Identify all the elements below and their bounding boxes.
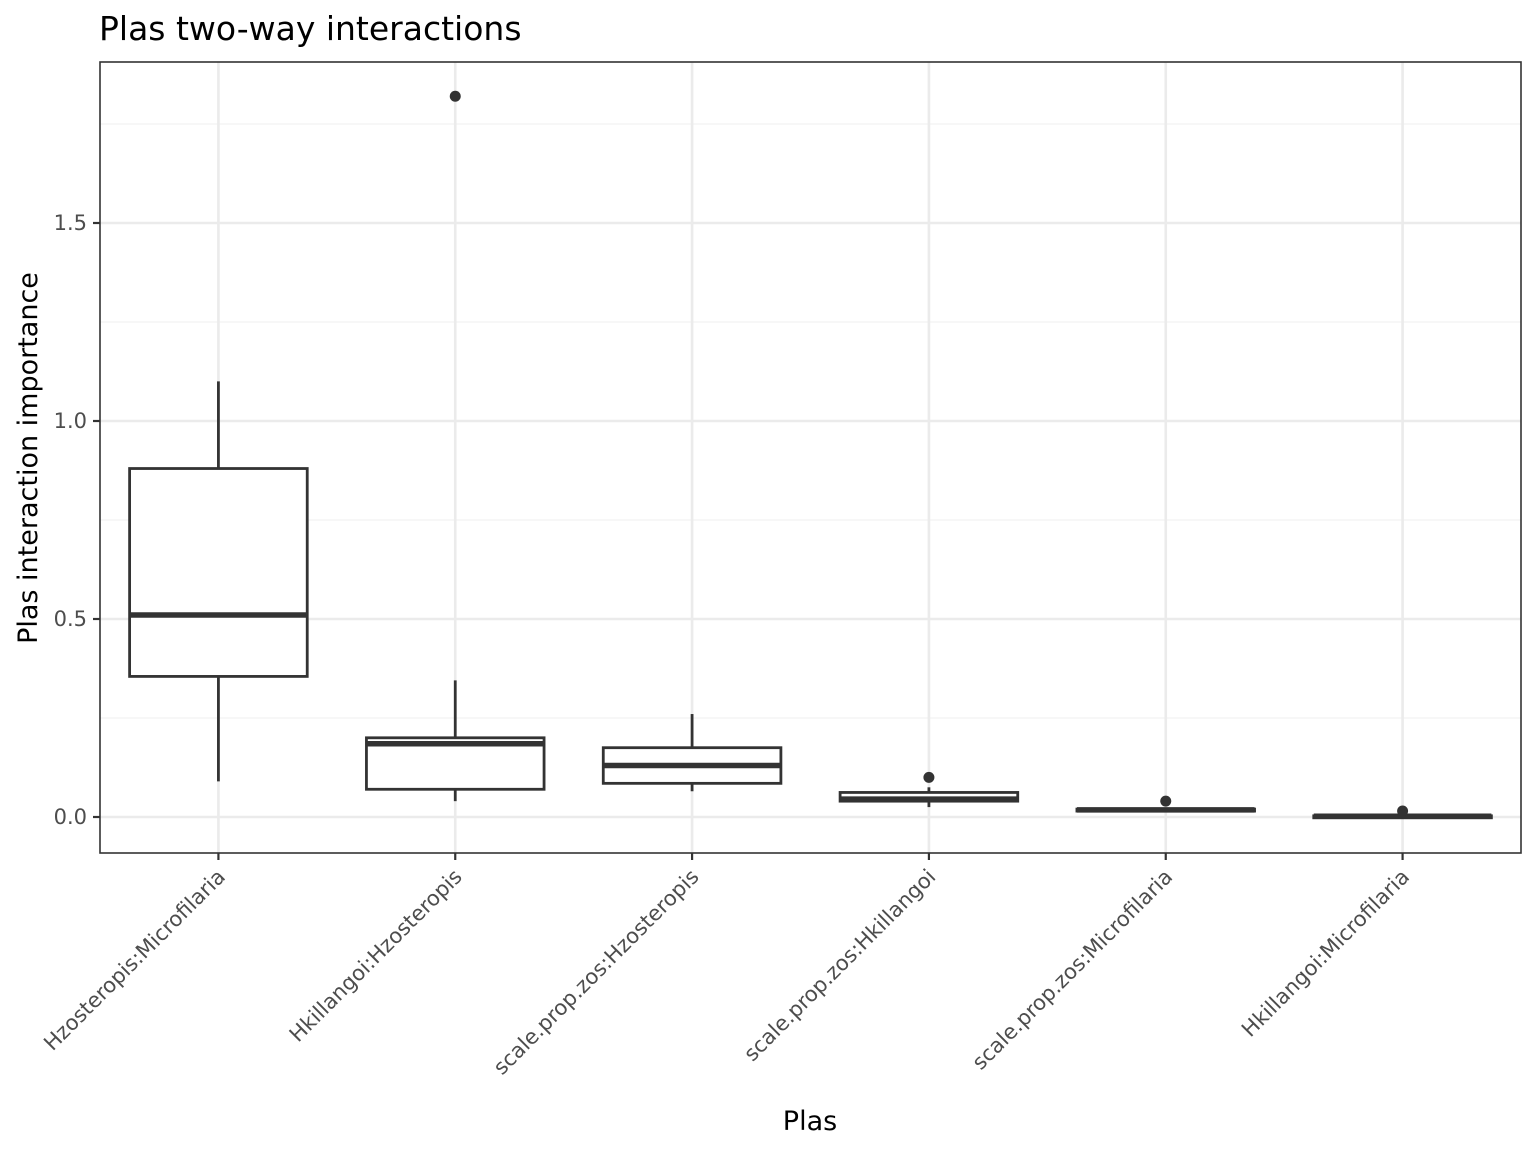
- boxplot-1: [128, 381, 309, 782]
- x-tick-label: Hzosteropis:Microfilaria: [39, 865, 230, 1056]
- boxplot-4: [838, 771, 1020, 808]
- boxplot-6: [1312, 805, 1493, 820]
- y-tick-label: 1.5: [54, 211, 87, 235]
- x-tick-label: Hkillangoi:Microfilaria: [1237, 865, 1414, 1042]
- outlier-point: [1397, 805, 1409, 817]
- y-axis: 0.0 0.5 1.0 1.5: [54, 211, 100, 829]
- y-tick-label: 1.0: [54, 409, 87, 433]
- x-tick-label: scale.prop.zos:Hkillangoi: [739, 865, 940, 1066]
- outlier-point: [449, 90, 461, 102]
- y-tick-label: 0.5: [54, 607, 87, 631]
- y-tick-label: 0.0: [54, 805, 87, 829]
- grid: [100, 62, 1521, 853]
- boxplot-5: [1075, 795, 1256, 813]
- iqr-box: [128, 467, 309, 678]
- outlier-point: [1160, 795, 1172, 807]
- outlier-point: [923, 771, 935, 783]
- chart-title: Plas two-way interactions: [99, 9, 522, 48]
- x-axis-title: Plas: [783, 1106, 837, 1137]
- y-axis-title: Plas interaction importance: [13, 272, 44, 644]
- x-tick-label: Hkillangoi:Hzosteropis: [285, 865, 467, 1047]
- boxplots: [128, 90, 1493, 820]
- boxplot-3: [601, 714, 783, 792]
- x-tick-label: scale.prop.zos:Hzosteropis: [489, 865, 704, 1080]
- boxplot-2: [365, 90, 546, 802]
- x-tick-label: scale.prop.zos:Microfilaria: [967, 865, 1177, 1075]
- plot-panel: [99, 61, 1522, 854]
- x-axis: Hzosteropis:Microfilaria Hkillangoi:Hzost…: [39, 853, 1414, 1079]
